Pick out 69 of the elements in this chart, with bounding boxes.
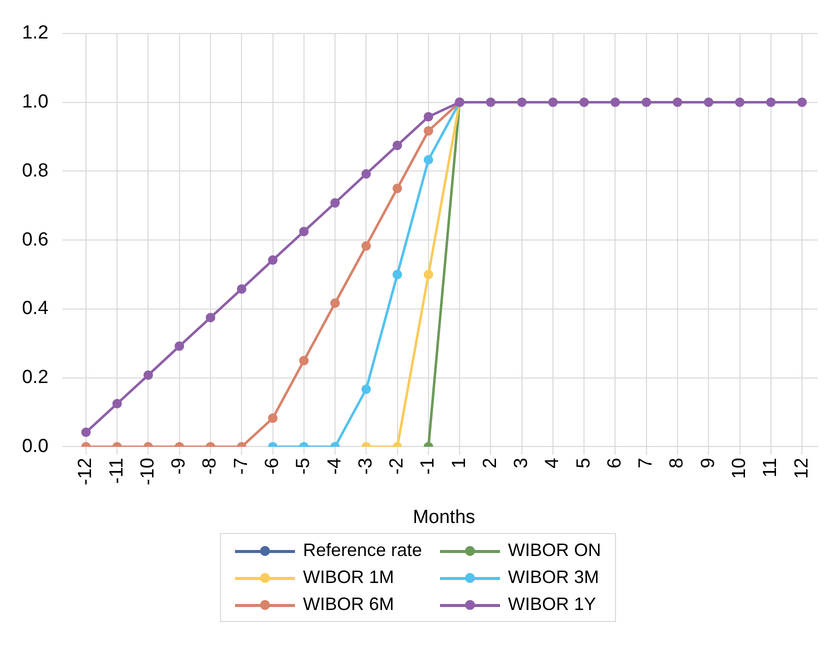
point [579,98,589,108]
point [392,184,402,194]
x-tick-label: -2 [386,458,408,475]
point [517,98,527,108]
x-tick-label: -1 [418,458,439,475]
x-tick-label: -11 [106,458,128,484]
legend-label: WIBOR 1Y [508,594,596,615]
point [424,270,434,280]
x-tick-label: 9 [698,458,719,468]
x-tick-label: 1 [448,458,470,468]
y-tick-label: 0.0 [22,436,48,457]
y-tick-label: 1.0 [22,92,48,113]
point [486,98,496,108]
x-tick-label: -12 [75,458,96,486]
point [548,98,558,108]
point [268,255,278,265]
point [236,284,246,294]
legend-label: WIBOR 1M [302,567,394,588]
point [797,98,807,108]
x-tick-label: -8 [200,458,221,475]
point [174,341,184,351]
x-tick-label: -9 [168,458,190,475]
point [361,169,371,179]
y-tick-label: 0.4 [22,298,49,320]
x-tick-label: 10 [729,458,750,479]
x-tick-label: 4 [542,457,564,468]
point [704,98,714,108]
point [330,198,340,208]
y-tick-label: 0.8 [22,160,48,182]
x-axis-title: Months [412,506,476,528]
legend-label: Reference rate [302,540,422,561]
point [299,356,309,366]
point [424,126,434,136]
x-tick-label: 8 [666,458,688,468]
point [392,140,402,150]
point [143,370,153,380]
x-tick-label: -5 [293,458,314,475]
point [330,298,340,308]
legend-label: WIBOR 3M [508,567,600,588]
x-tick-label: 12 [791,458,812,479]
point [424,112,434,122]
x-tick-label: -4 [324,457,346,475]
point [672,98,682,108]
x-tick-label: 11 [760,458,782,478]
point [424,155,434,165]
x-tick-label: -10 [137,458,158,486]
point [361,384,371,394]
x-tick-label: 6 [604,458,626,468]
point [735,98,745,108]
point [766,98,776,108]
x-tick-label: 7 [636,458,657,468]
x-tick-label: -3 [355,458,376,475]
x-tick-label: 5 [573,458,594,468]
legend-label: WIBOR ON [508,540,602,561]
point [206,312,216,322]
x-tick-label: 3 [511,458,532,468]
x-tick-label: -7 [230,458,252,475]
x-tick-label: -6 [262,458,284,475]
x-tick-label: 2 [480,458,501,468]
point [299,226,309,236]
y-tick-label: 0.2 [22,367,48,388]
legend-label: WIBOR 6M [302,594,394,615]
point [112,398,122,408]
y-tick-label: 1.2 [22,22,48,44]
point [392,270,402,280]
point [642,98,652,108]
y-tick-label: 0.6 [22,229,48,250]
point [361,241,371,251]
point [610,98,620,108]
